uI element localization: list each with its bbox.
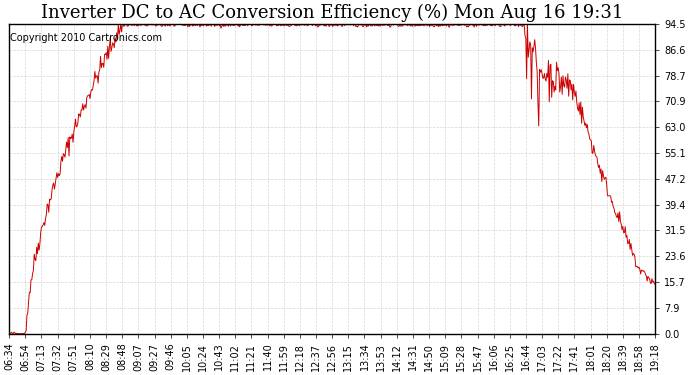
Text: Copyright 2010 Cartronics.com: Copyright 2010 Cartronics.com — [10, 33, 162, 43]
Title: Inverter DC to AC Conversion Efficiency (%) Mon Aug 16 19:31: Inverter DC to AC Conversion Efficiency … — [41, 4, 623, 22]
